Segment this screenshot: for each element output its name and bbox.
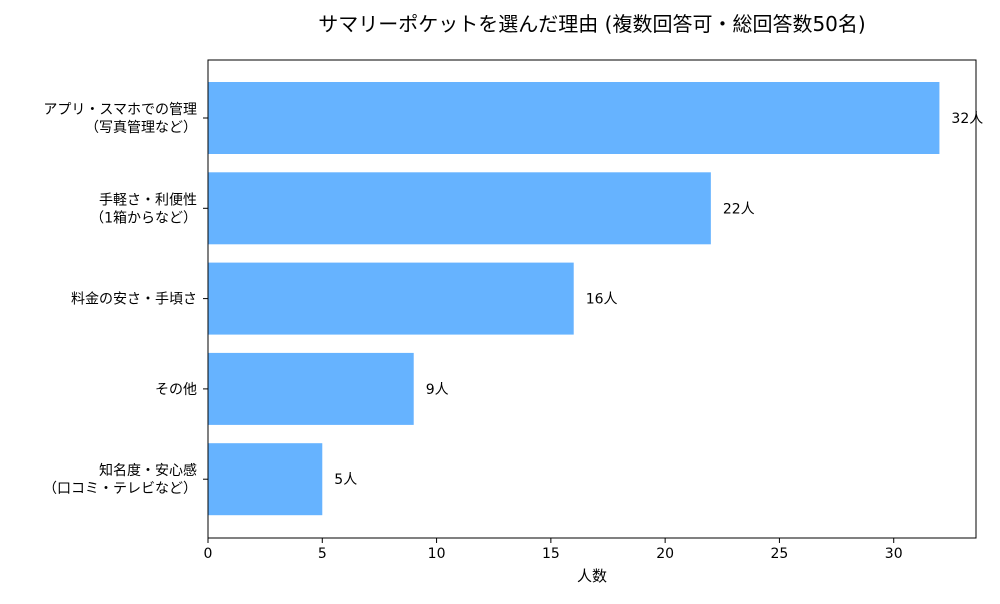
y-tick-label: アプリ・スマホでの管理 [43, 102, 197, 118]
x-tick-label: 25 [771, 546, 789, 562]
data-label: 9人 [426, 382, 449, 398]
y-tick-label: 料金の安さ・手頃さ [71, 292, 197, 308]
bar [208, 352, 414, 425]
x-tick-label: 0 [204, 546, 213, 562]
bars [208, 82, 940, 516]
x-axis-label: 人数 [577, 567, 607, 585]
x-tick-label: 5 [318, 546, 327, 562]
y-tick-label: （1箱からなど） [90, 210, 197, 226]
bar [208, 172, 711, 245]
data-label: 5人 [334, 472, 357, 488]
x-tick-label: 15 [542, 546, 560, 562]
data-label: 32人 [951, 111, 983, 127]
bar [208, 443, 323, 516]
y-tick-label: （写真管理など） [85, 120, 197, 136]
y-tick-label: 手軽さ・利便性 [99, 192, 197, 208]
x-tick-label: 30 [885, 546, 903, 562]
bar [208, 82, 940, 154]
data-label: 22人 [723, 201, 755, 217]
value-labels: 32人 22人 16人 9人 5人 [334, 111, 983, 488]
data-label: 16人 [586, 292, 618, 308]
chart-title: サマリーポケットを選んだ理由 (複数回答可・総回答数50名) [318, 12, 865, 36]
bar [208, 262, 574, 335]
plot-frame [207, 59, 977, 539]
y-tick-label: （口コミ・テレビなど） [43, 481, 197, 497]
y-tick-label: その他 [155, 382, 197, 398]
x-tick-label: 20 [656, 546, 674, 562]
x-tick-label: 10 [428, 546, 446, 562]
category-labels: アプリ・スマホでの管理 （写真管理など） 手軽さ・利便性 （1箱からなど） 料金の安さ・… [43, 102, 208, 497]
x-axis: 0 5 10 15 20 25 30 [204, 538, 903, 562]
y-tick-label: 知名度・安心感 [99, 462, 197, 479]
